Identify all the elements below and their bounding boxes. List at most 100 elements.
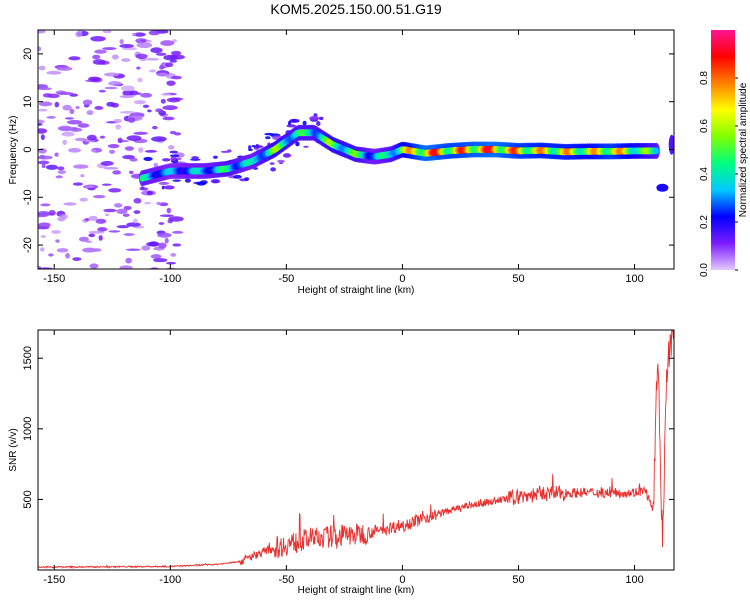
y-tick-label: 1500 <box>22 346 34 370</box>
noise-blob <box>121 58 131 62</box>
noise-blob <box>122 213 130 217</box>
noise-blob <box>61 131 75 137</box>
noise-blob <box>57 91 74 96</box>
noise-blob <box>132 33 137 37</box>
noise-blob <box>112 170 122 175</box>
noise-blob <box>92 54 101 60</box>
noise-blob <box>169 54 185 60</box>
noise-blob <box>98 89 106 93</box>
noise-blob <box>160 98 166 104</box>
noise-blob <box>79 197 88 202</box>
noise-blob <box>40 134 45 141</box>
x-tick-label: -150 <box>43 273 65 285</box>
noise-blob <box>95 218 107 224</box>
noise-blob <box>140 186 145 189</box>
noise-blob <box>100 160 114 166</box>
noise-blob <box>157 242 167 249</box>
noise-blob <box>133 198 142 204</box>
noise-blob <box>88 233 96 238</box>
noise-blob <box>158 181 170 185</box>
noise-blob <box>92 194 106 199</box>
colorbar-gradient <box>711 30 735 270</box>
noise-blob <box>104 72 119 77</box>
noise-blob <box>149 69 156 73</box>
noise-blob <box>248 145 252 150</box>
noise-blob <box>56 248 69 253</box>
noise-blob <box>94 49 107 54</box>
x-tick-label: -50 <box>278 273 294 285</box>
noise-blob <box>136 66 141 70</box>
noise-blob <box>83 185 95 189</box>
noise-blob <box>133 218 138 224</box>
noise-blob <box>170 156 177 162</box>
noise-blob <box>146 190 153 196</box>
noise-blob <box>160 93 172 96</box>
noise-blob <box>86 110 94 116</box>
noise-blob <box>161 185 165 190</box>
noise-blob <box>75 106 80 109</box>
noise-blob <box>57 166 65 171</box>
noise-blob <box>98 235 103 241</box>
noise-blob <box>38 101 53 107</box>
noise-blob <box>129 170 134 175</box>
noise-blob <box>170 253 177 257</box>
noise-blob <box>144 149 158 153</box>
noise-blob <box>120 85 135 92</box>
noise-blob <box>38 65 46 71</box>
noise-blob <box>156 201 162 206</box>
x-tick-label: -150 <box>43 574 65 586</box>
noise-blob <box>94 106 104 110</box>
spectrogram-y-ticks: -20 -10 0 10 20 <box>22 48 674 253</box>
noise-blob <box>171 75 182 80</box>
snr-x-label: Height of straight line (km) <box>298 585 415 596</box>
noise-blob <box>63 202 77 206</box>
noise-blob <box>46 116 56 119</box>
noise-blob <box>220 150 231 153</box>
noise-blob <box>65 252 70 259</box>
noise-blob <box>166 261 176 265</box>
noise-blob <box>113 118 122 123</box>
colorbar-tick-label: 0.4 <box>699 167 710 181</box>
noise-blob <box>244 177 250 181</box>
noise-blob <box>47 93 60 99</box>
noise-blob <box>168 216 184 222</box>
noise-blob <box>119 39 124 45</box>
noise-blob <box>113 203 123 208</box>
noise-blob <box>125 248 141 251</box>
noise-blob <box>145 39 152 43</box>
noise-blob <box>150 254 162 259</box>
noise-blob <box>54 152 59 157</box>
noise-blob <box>248 148 253 152</box>
chart-title: KOM5.2025.150.00.51.G19 <box>270 1 441 17</box>
noise-blob <box>67 120 83 125</box>
noise-blob <box>129 90 139 96</box>
noise-blob <box>166 97 181 103</box>
snr-y-label: SNR (v/v) <box>8 428 19 471</box>
noise-blob <box>143 156 153 161</box>
colorbar-tick-label: 0.2 <box>699 215 710 229</box>
noise-blob <box>112 54 119 60</box>
noise-blob <box>102 30 112 34</box>
edge-feature <box>656 183 669 192</box>
colorbar-ticks: 0.0 0.2 0.4 0.6 0.8 <box>699 71 738 277</box>
y-tick-label: 10 <box>22 96 34 108</box>
noise-blob <box>171 50 182 56</box>
noise-blob <box>38 30 46 34</box>
noise-blob <box>159 65 165 70</box>
y-tick-label: 500 <box>22 490 34 508</box>
noise-blob <box>38 108 48 112</box>
noise-blob <box>309 116 320 121</box>
snr-marks <box>38 330 674 569</box>
noise-blob <box>140 92 153 98</box>
y-tick-label: 1000 <box>22 417 34 441</box>
noise-blob <box>38 122 43 126</box>
noise-blob <box>169 59 178 63</box>
noise-blob <box>150 47 163 54</box>
noise-blob <box>133 100 146 105</box>
noise-blob <box>38 210 50 217</box>
noise-blob <box>123 205 132 211</box>
noise-blob <box>75 31 83 38</box>
noise-blob <box>88 215 98 221</box>
